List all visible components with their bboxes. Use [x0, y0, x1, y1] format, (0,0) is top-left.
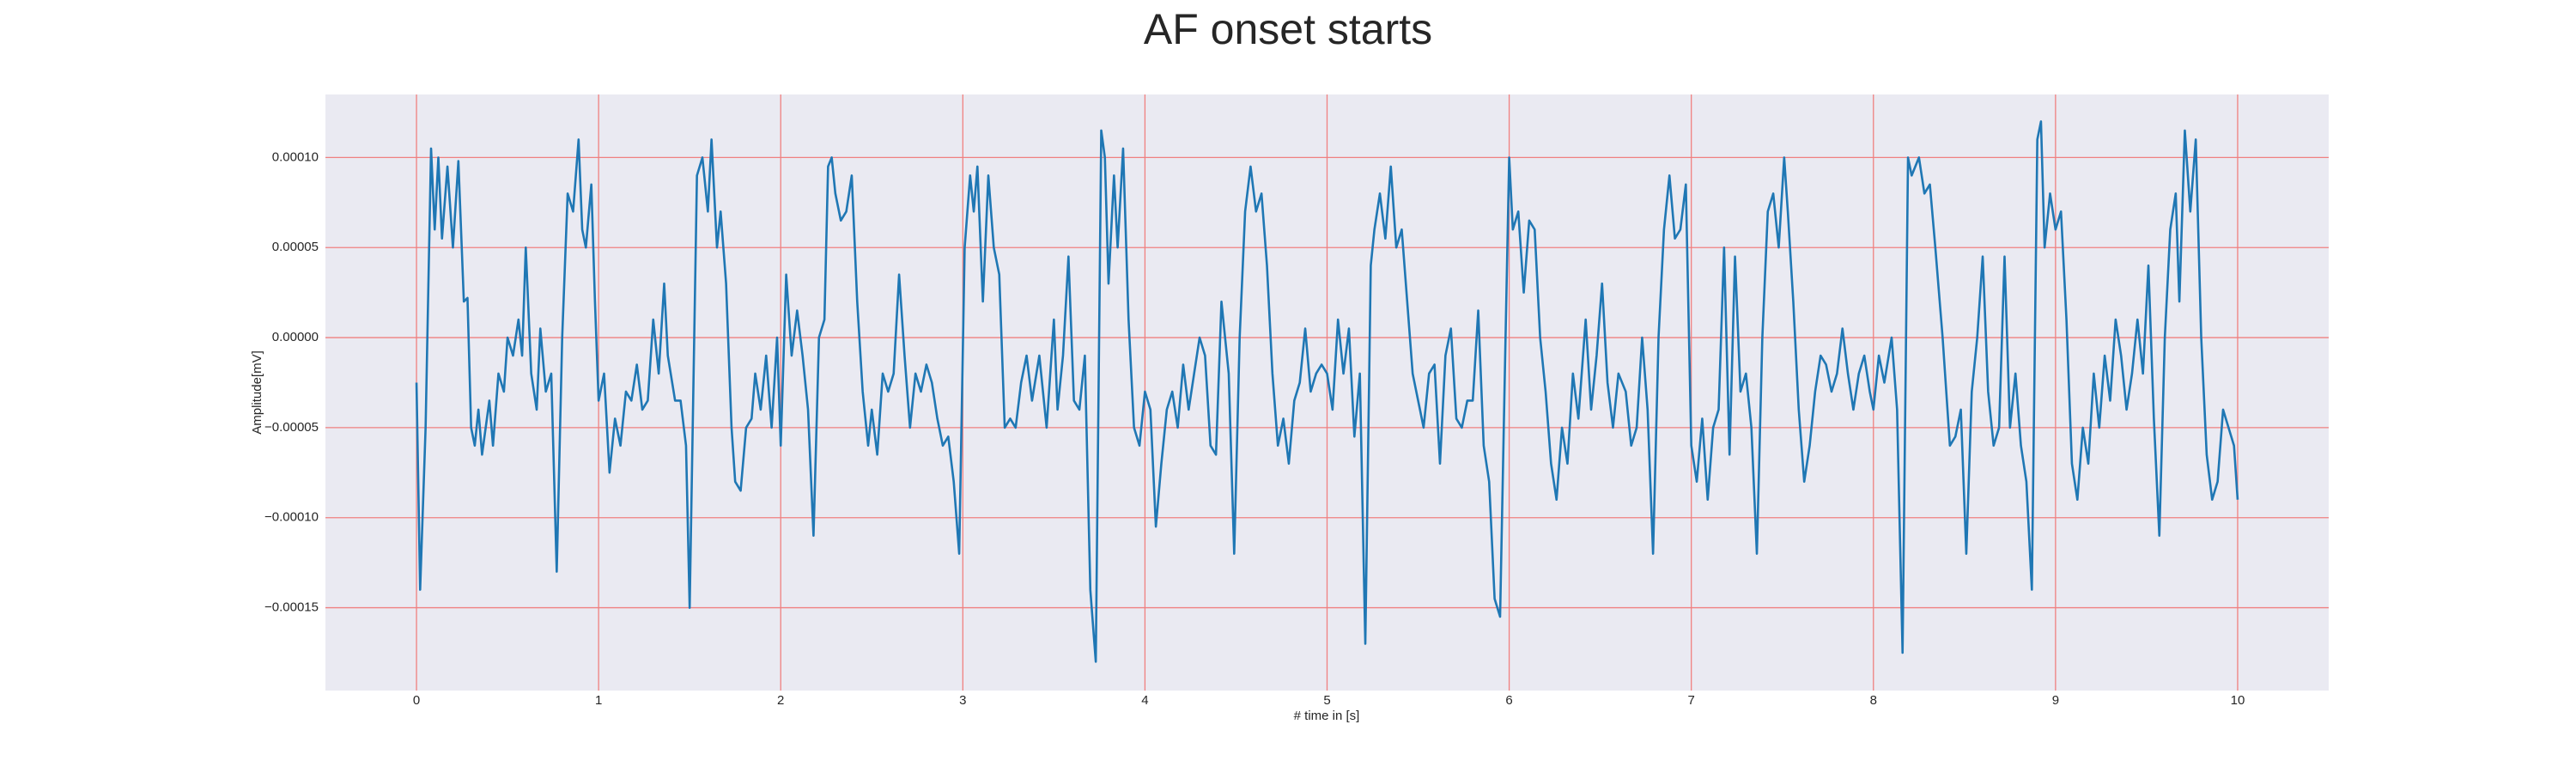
x-tick-label: 5	[1323, 693, 1330, 708]
x-tick-label: 8	[1870, 693, 1877, 708]
x-tick-label: 3	[959, 693, 966, 708]
grid	[325, 94, 2329, 691]
line-series	[415, 120, 2239, 663]
y-tick-label: −0.00015	[264, 600, 319, 615]
y-tick-label: 0.00010	[272, 149, 319, 164]
x-tick-label: 10	[2231, 693, 2245, 708]
x-tick-label: 7	[1688, 693, 1695, 708]
y-tick-label: −0.00010	[264, 510, 319, 525]
marks	[415, 120, 2239, 663]
x-tick-label: 6	[1505, 693, 1512, 708]
x-tick-label: 2	[777, 693, 784, 708]
y-tick-label: −0.00005	[264, 420, 319, 435]
y-axis-label: Amplitude[mV]	[250, 350, 264, 435]
x-tick-label: 1	[595, 693, 602, 708]
x-tick-label: 0	[413, 693, 420, 708]
x-tick-label: 4	[1141, 693, 1148, 708]
x-tick-label: 9	[2052, 693, 2059, 708]
chart-title: AF onset starts	[1144, 5, 1432, 53]
y-tick-label: 0.00000	[272, 330, 319, 344]
x-axis-label: # time in [s]	[1294, 709, 1360, 723]
y-tick-label: 0.00005	[272, 240, 319, 254]
